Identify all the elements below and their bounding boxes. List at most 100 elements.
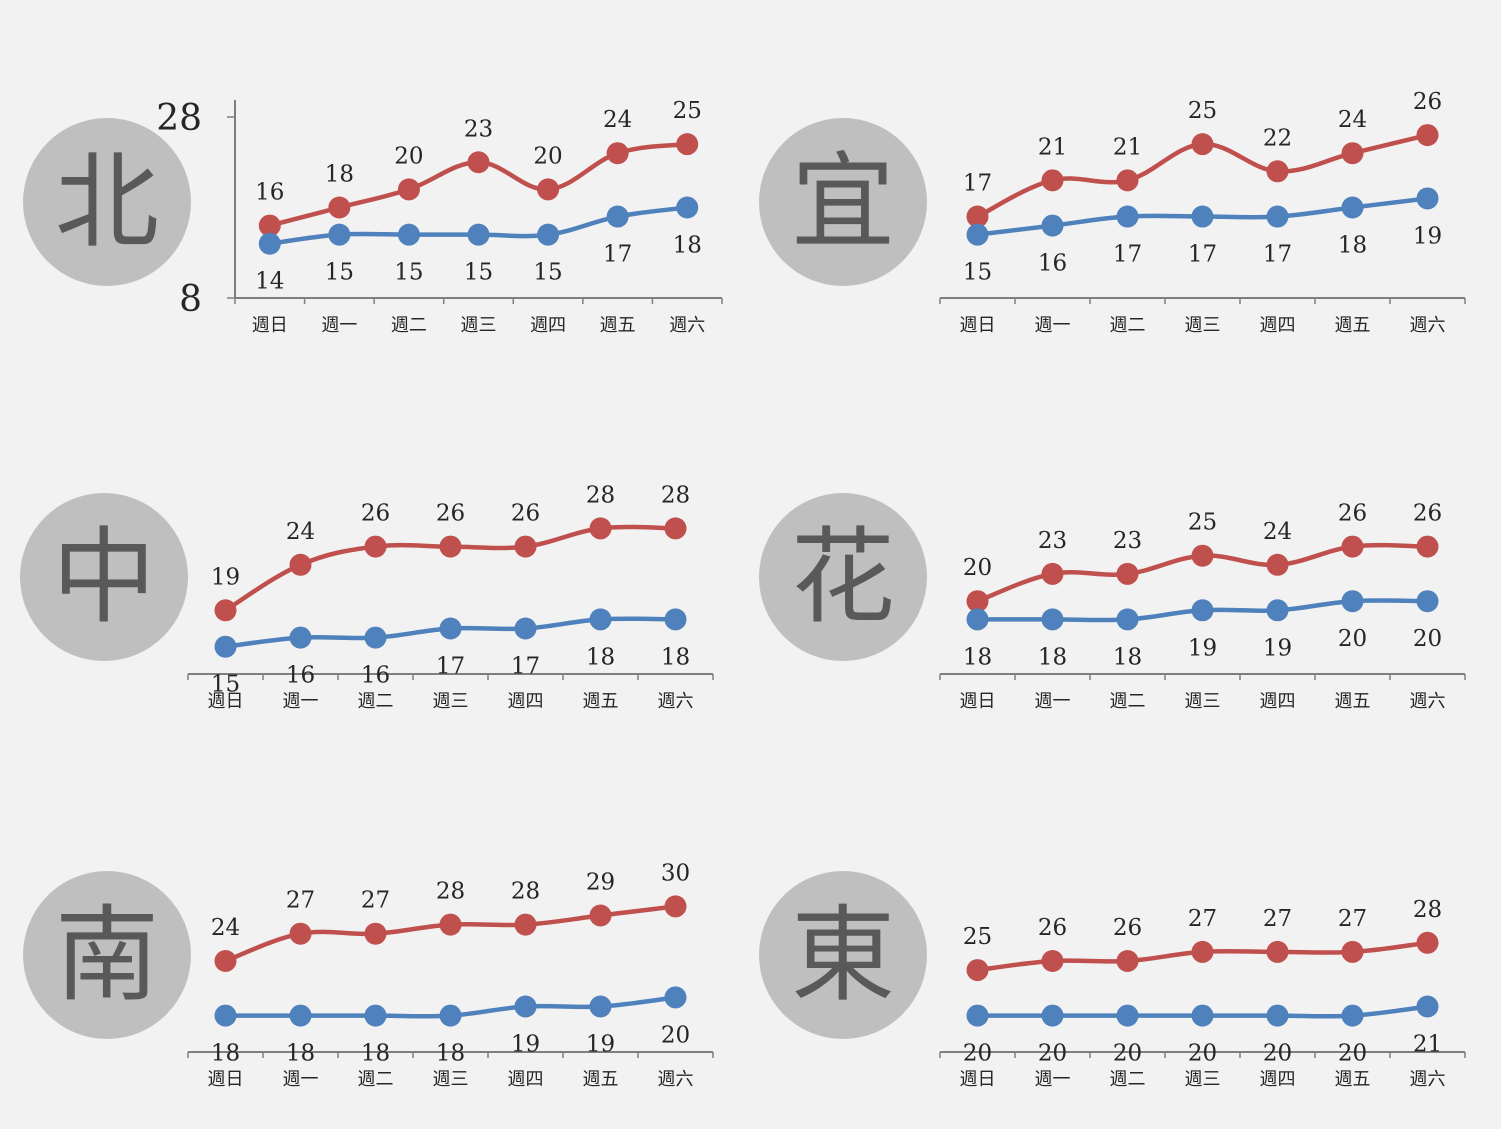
data-label-low: 20 (963, 1041, 992, 1067)
data-label-high: 26 (1038, 915, 1067, 941)
data-label-high: 26 (511, 501, 540, 527)
data-label-high: 27 (1338, 906, 1367, 932)
data-label-low: 18 (211, 1041, 240, 1067)
x-tick-label: 週四 (1260, 315, 1296, 336)
region-badge (20, 493, 188, 661)
data-point-high (289, 553, 312, 576)
data-point-low (1341, 1004, 1364, 1027)
chart-panel: 北週日 週一 週二 週三 週四 週五 週六 28 8 16 18 20 23 20 24 25 14 15 15 15… (23, 98, 723, 336)
data-point-high (514, 535, 537, 558)
data-label-high: 29 (586, 870, 615, 896)
region-label: 花 (791, 516, 895, 638)
data-label-high: 20 (533, 143, 562, 169)
x-tick-label: 週三 (1185, 315, 1221, 336)
x-tick-label: 週五 (583, 691, 619, 712)
data-label-low: 20 (1263, 1041, 1292, 1067)
data-label-high: 26 (1113, 915, 1142, 941)
data-label-low: 19 (1263, 635, 1292, 661)
data-label-low: 20 (1413, 626, 1442, 652)
data-point-low (1116, 608, 1139, 631)
x-tick-label: 週一 (283, 691, 319, 712)
data-label-low: 19 (586, 1032, 615, 1058)
data-point-high (1266, 553, 1289, 576)
data-point-low (1041, 608, 1064, 631)
x-tick-label: 週六 (658, 1069, 694, 1090)
x-tick-label: 週日 (208, 1069, 244, 1090)
data-label-low: 19 (1413, 223, 1442, 249)
data-label-high: 27 (286, 888, 315, 914)
data-point-low (289, 1004, 312, 1027)
x-tick-label: 週二 (1110, 1069, 1146, 1090)
data-label-low: 17 (511, 654, 540, 680)
x-tick-label: 週二 (358, 1069, 394, 1090)
data-label-low: 20 (1338, 626, 1367, 652)
data-label-high: 23 (1038, 528, 1067, 554)
data-point-low (1191, 1004, 1214, 1027)
data-point-high (1416, 535, 1439, 558)
region-label: 宜 (791, 141, 895, 263)
data-label-low: 14 (255, 269, 284, 295)
data-point-high (966, 590, 989, 613)
data-label-low: 18 (361, 1041, 390, 1067)
data-point-high (439, 913, 462, 936)
data-point-low (514, 995, 537, 1018)
data-point-low (439, 1004, 462, 1027)
x-tick-label: 週一 (1035, 691, 1071, 712)
data-point-low (214, 1004, 237, 1027)
data-label-low: 15 (394, 260, 423, 286)
data-label-low: 17 (436, 654, 465, 680)
data-point-low (1416, 995, 1439, 1018)
x-tick-label: 週四 (1260, 1069, 1296, 1090)
data-label-low: 20 (1338, 1041, 1367, 1067)
data-point-low (1041, 214, 1064, 237)
data-point-low (1116, 1004, 1139, 1027)
data-label-high: 26 (361, 501, 390, 527)
x-tick-label: 週日 (208, 691, 244, 712)
data-label-low: 15 (211, 672, 240, 698)
data-label-high: 28 (586, 482, 615, 508)
data-point-low (364, 1004, 387, 1027)
data-label-high: 28 (1413, 897, 1442, 923)
x-tick-label: 週四 (508, 1069, 544, 1090)
data-point-high (589, 904, 612, 927)
x-tick-label: 週三 (1185, 691, 1221, 712)
x-tick-label: 週四 (530, 315, 566, 336)
data-point-high (467, 151, 490, 174)
x-tick-label: 週五 (583, 1069, 619, 1090)
data-label-low: 15 (963, 260, 992, 286)
data-label-low: 17 (1113, 242, 1142, 268)
data-point-high (328, 196, 351, 219)
data-point-low (537, 223, 560, 246)
data-label-low: 20 (1113, 1041, 1142, 1067)
data-point-high (966, 959, 989, 982)
data-point-high (514, 913, 537, 936)
data-label-high: 23 (1113, 528, 1142, 554)
data-point-high (1341, 142, 1364, 165)
data-point-high (439, 535, 462, 558)
data-label-low: 19 (1188, 635, 1217, 661)
x-tick-label: 週三 (433, 1069, 469, 1090)
data-label-low: 18 (963, 644, 992, 670)
x-tick-label: 週一 (321, 315, 357, 336)
data-point-high (1041, 169, 1064, 192)
data-point-high (1191, 133, 1214, 156)
data-point-high (1341, 940, 1364, 963)
data-label-low: 20 (1188, 1041, 1217, 1067)
x-tick-label: 週六 (1410, 691, 1446, 712)
data-point-high (289, 922, 312, 945)
data-label-low: 18 (286, 1041, 315, 1067)
data-point-high (1266, 940, 1289, 963)
data-label-low: 17 (1188, 242, 1217, 268)
x-tick-label: 週五 (1335, 315, 1371, 336)
data-point-low (1416, 590, 1439, 613)
x-tick-label: 週二 (391, 315, 427, 336)
data-point-low (1041, 1004, 1064, 1027)
data-label-high: 17 (963, 171, 992, 197)
data-label-high: 25 (1188, 510, 1217, 536)
data-point-low (1266, 599, 1289, 622)
x-tick-label: 週五 (1335, 1069, 1371, 1090)
data-point-low (1191, 205, 1214, 228)
data-label-low: 16 (1038, 251, 1067, 277)
x-tick-label: 週日 (252, 315, 288, 336)
data-label-low: 15 (533, 260, 562, 286)
